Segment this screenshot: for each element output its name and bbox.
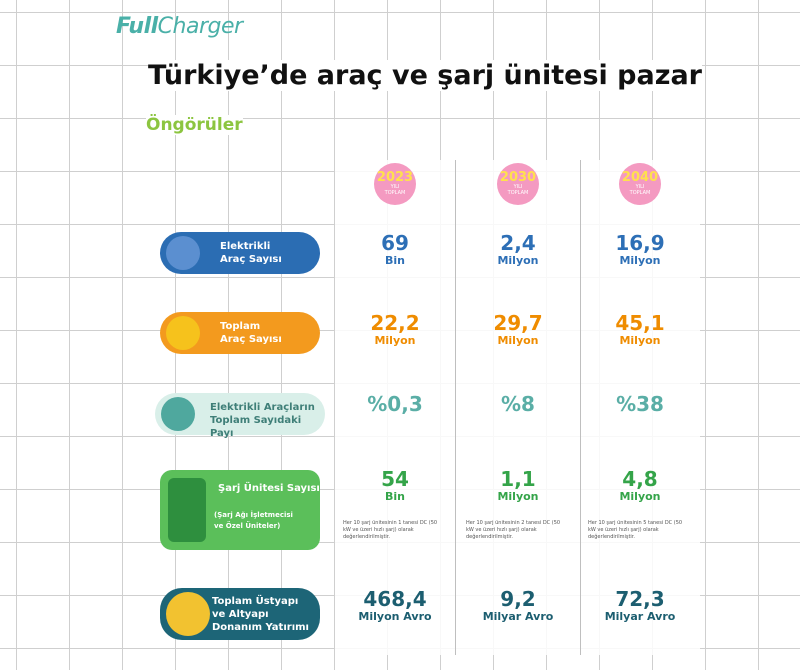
year-label: YILI TOPLAM [629,184,651,196]
value-cell: 1,1 Milyon [458,468,578,504]
year-badge: 2023 YILI TOPLAM [374,163,416,205]
row-label-line: Donanım Yatırımı [212,622,309,633]
value-note: Her 10 şarj ünitesinin 5 tanesi DC (50 k… [588,520,683,540]
row-label-line: Toplam Sayıdaki Payı [210,415,302,439]
value-cell: 2,4 Milyon [458,232,578,268]
value-cell: 54 Bin [335,468,455,504]
value-unit: Milyar Avro [604,610,676,623]
value: 22,2 [370,311,420,335]
year: 2030 [499,170,537,185]
value: 16,9 [615,231,665,255]
value-note: Her 10 şarj ünitesinin 2 tanesi DC (50 k… [466,520,561,540]
logo-prefix: Full [116,14,158,39]
column-divider [580,160,581,655]
value-unit: Bin [385,254,405,267]
row-label-pill: Toplam Üstyapı ve Altyapı Donanım Yatırımı [160,588,320,640]
row-label: Elektrikli Araç Sayısı [220,240,282,266]
row-label-line: Elektrikli Araçların [210,402,315,413]
value-unit: Milyon Avro [358,610,432,623]
year-label: YILI TOPLAM [384,184,406,196]
year-label: YILI TOPLAM [507,184,529,196]
value-unit: Milyon [619,490,661,503]
value-cell: 69 Bin [335,232,455,268]
value-cell: 16,9 Milyon [580,232,700,268]
year: 2040 [621,170,659,185]
value-cell: 9,2 Milyar Avro [458,588,578,624]
value-unit: Milyon [374,334,416,347]
value: 72,3 [615,587,665,611]
row-label: Elektrikli Araçların Toplam Sayıdaki Payı [210,401,325,440]
row-label-pill: Elektrikli Araç Sayısı [160,232,320,274]
row-label: Toplam Araç Sayısı [220,320,282,346]
value-unit: Milyon [619,254,661,267]
row-label-pill: Şarj Ünitesi Sayısı (Şarj Ağı İşletmecisi… [160,470,320,550]
title: Türkiye’de araç ve şarj ünitesi pazar [148,60,702,91]
value-note: Her 10 şarj ünitesinin 1 tanesi DC (50 k… [343,520,438,540]
row-label-line: Toplam Üstyapı [212,596,299,607]
value-unit: Milyon [619,334,661,347]
row-label-line: Şarj Ünitesi Sayısı [218,483,320,494]
row-icon [166,236,200,270]
row-label-line: Araç Sayısı [220,334,282,345]
column-divider [455,160,456,655]
value-cell: 22,2 Milyon [335,312,455,348]
row-label: Toplam Üstyapı ve Altyapı Donanım Yatırımı [212,595,309,634]
value-cell: 29,7 Milyon [458,312,578,348]
value: 1,1 [500,467,536,491]
value-cell: %8 [458,393,578,415]
value: 54 [381,467,409,491]
value: 29,7 [493,311,543,335]
value-unit: Milyon [497,334,539,347]
value-unit: Milyon [497,254,539,267]
value-cell: 45,1 Milyon [580,312,700,348]
value: 9,2 [500,587,536,611]
row-icon [161,397,195,431]
value-cell: 468,4 Milyon Avro [335,588,455,624]
row-sublabel: (Şarj Ağı İşletmecisi ve Özel Üniteler) [214,510,293,532]
table-background [335,160,700,655]
row-label: Şarj Ünitesi Sayısı [218,482,320,495]
value-cell: 72,3 Milyar Avro [580,588,700,624]
value: %8 [501,392,535,416]
row-sublabel-line: ve Özel Üniteler) [214,522,281,530]
subtitle: Öngörüler [146,115,243,135]
row-label-pill: Elektrikli Araçların Toplam Sayıdaki Payı [155,393,325,439]
row-icon [166,316,200,350]
row-label-pill: Toplam Araç Sayısı [160,312,320,354]
value-unit: Milyar Avro [482,610,554,623]
value: %0,3 [367,392,423,416]
value: 4,8 [622,467,658,491]
year-badge: 2030 YILI TOPLAM [497,163,539,205]
row-icon [166,592,210,636]
row-label-line: ve Altyapı [212,609,269,620]
row-label-line: Elektrikli [220,241,271,252]
value-cell: %38 [580,393,700,415]
value: 468,4 [363,587,427,611]
year-badge: 2040 YILI TOPLAM [619,163,661,205]
row-label-line: Toplam [220,321,261,332]
value: 69 [381,231,409,255]
row-icon [168,478,206,542]
row-label-line: Araç Sayısı [220,254,282,265]
logo-suffix: Charger [157,14,243,39]
row-sublabel-line: (Şarj Ağı İşletmecisi [214,511,293,519]
value-cell: %0,3 [335,393,455,415]
value-unit: Milyon [497,490,539,503]
value: 45,1 [615,311,665,335]
value-unit: Bin [385,490,405,503]
logo: FullCharger [116,14,243,39]
value-cell: 4,8 Milyon [580,468,700,504]
value: 2,4 [500,231,536,255]
year: 2023 [376,170,414,185]
value: %38 [616,392,664,416]
